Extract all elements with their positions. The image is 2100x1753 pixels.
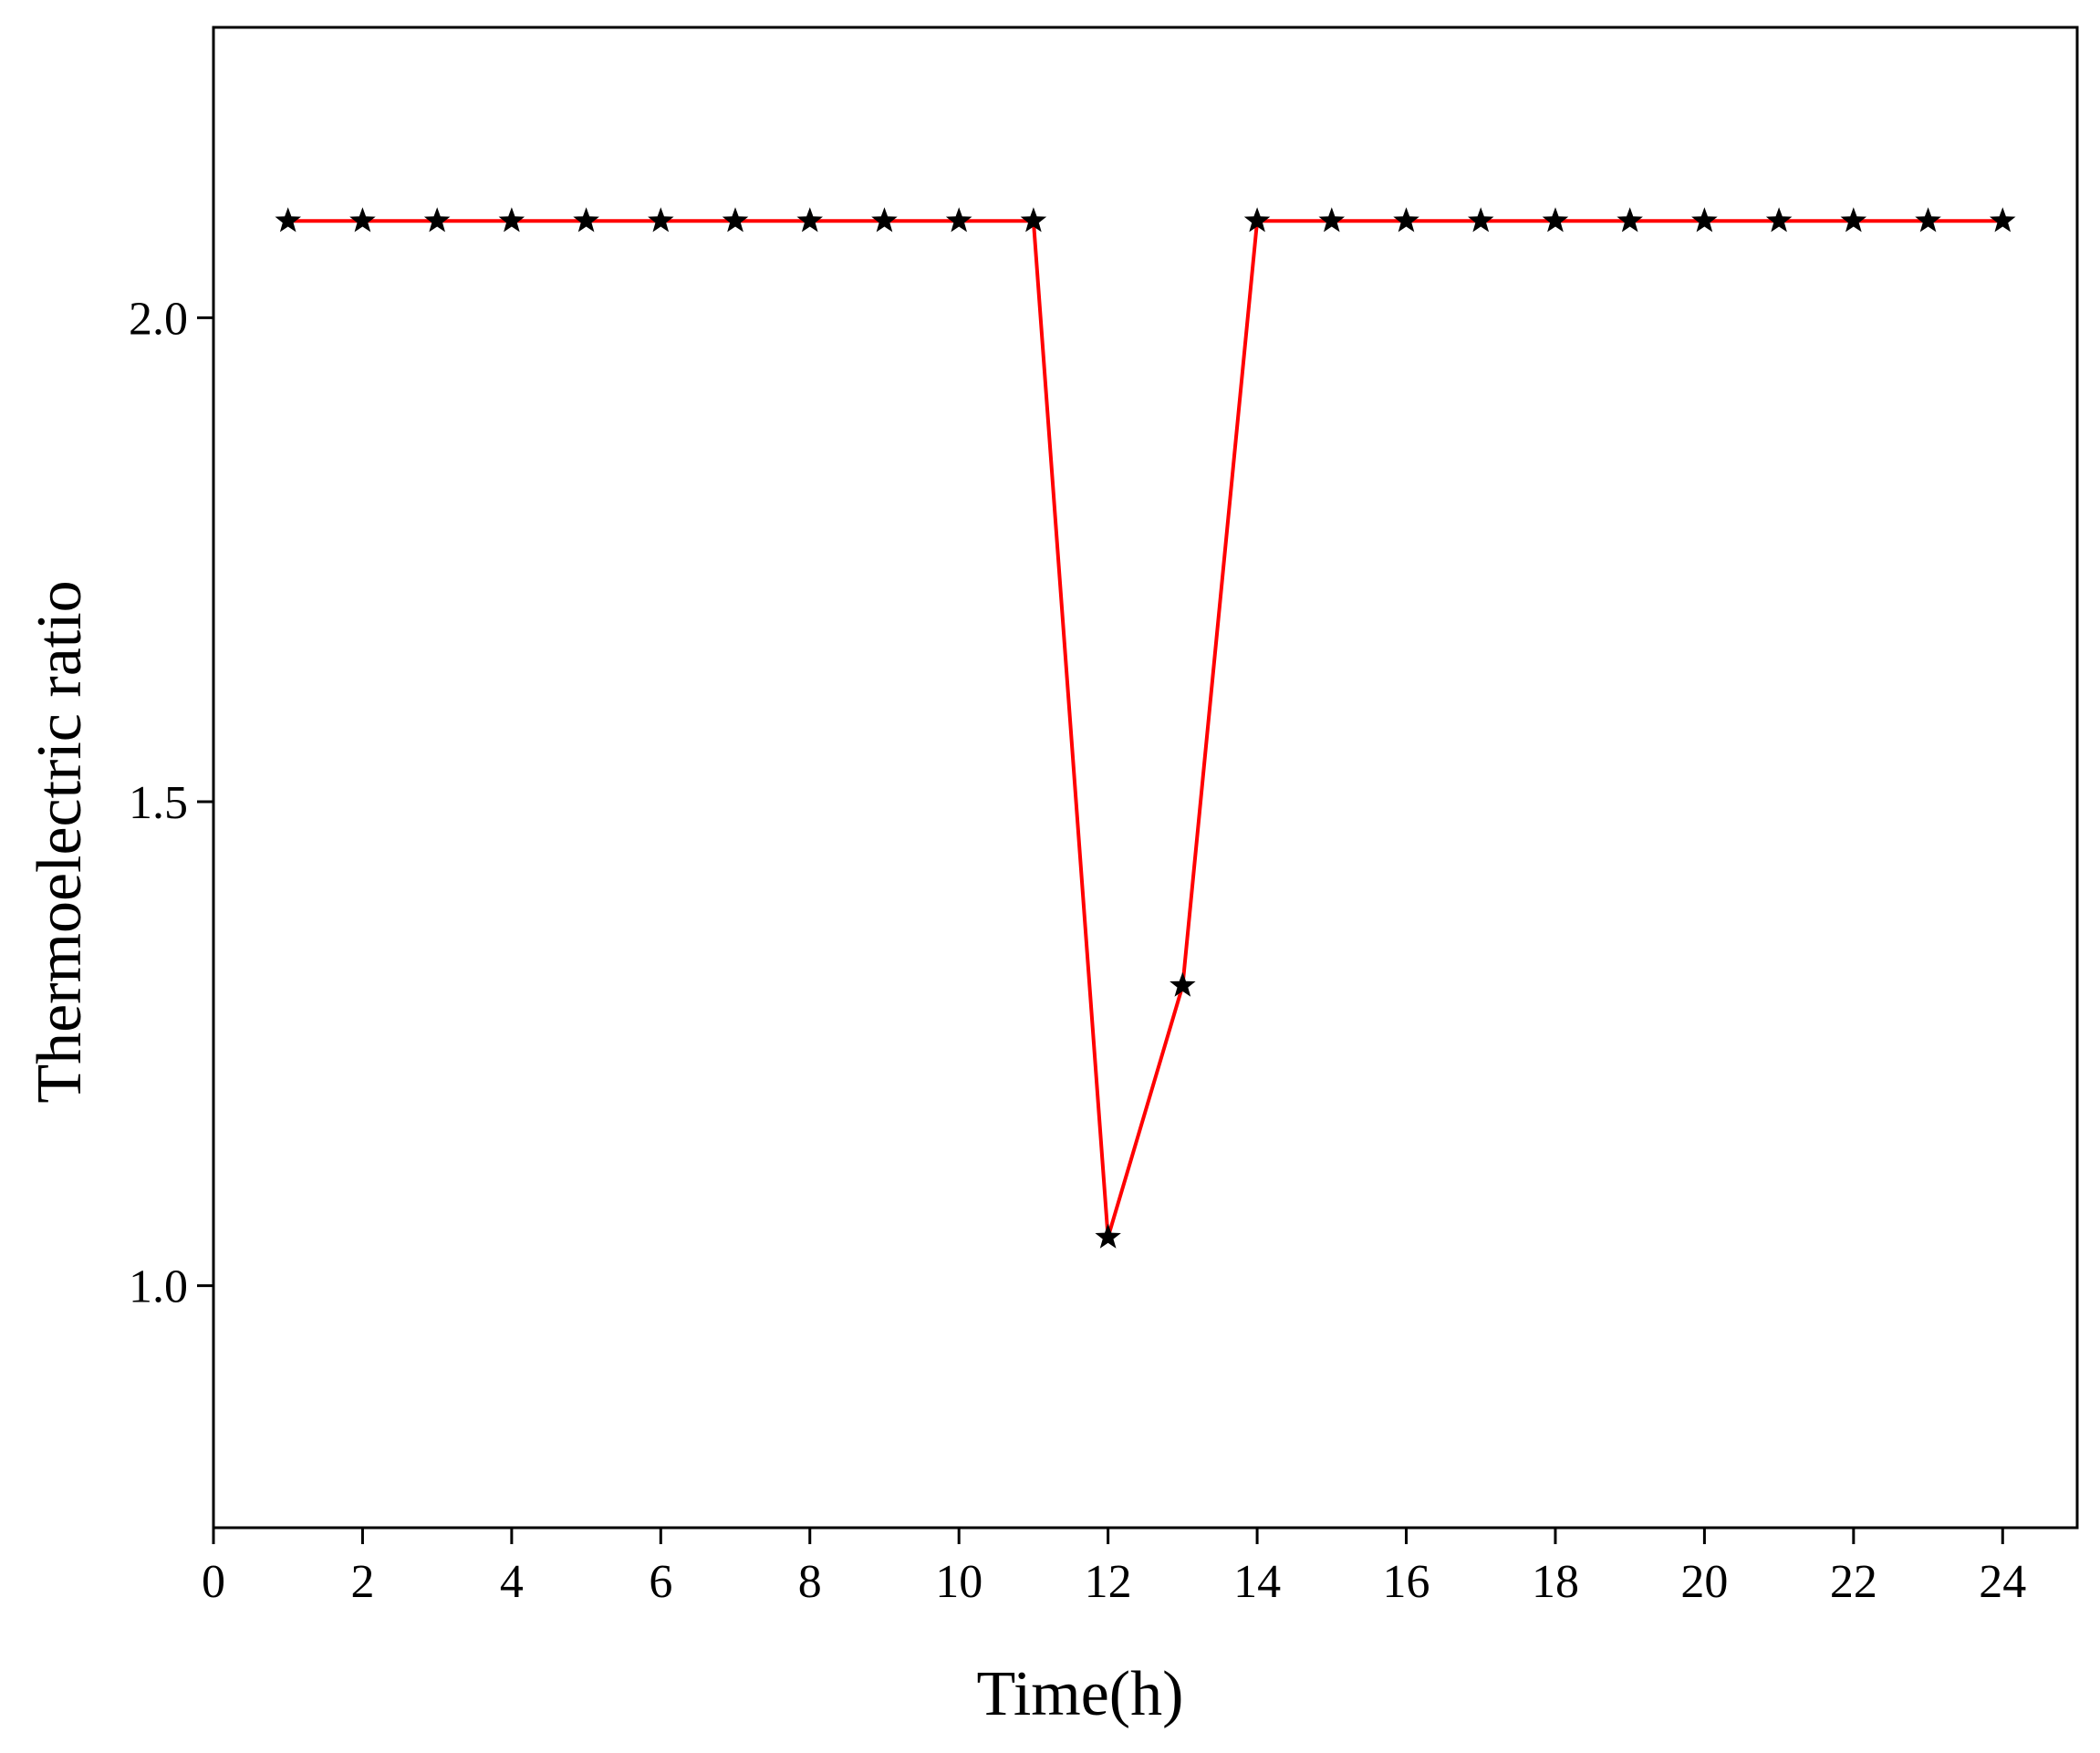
data-point-star bbox=[1095, 1223, 1121, 1249]
data-point-star bbox=[573, 207, 599, 233]
series-layer bbox=[275, 207, 2016, 1249]
x-tick-label: 4 bbox=[500, 1556, 524, 1608]
x-tick-label: 6 bbox=[649, 1556, 672, 1608]
x-tick-label: 12 bbox=[1085, 1556, 1132, 1608]
data-point-star bbox=[498, 207, 525, 233]
data-point-star bbox=[1915, 207, 1941, 233]
data-point-star bbox=[349, 207, 376, 233]
data-point-star bbox=[1243, 207, 1271, 233]
data-point-star bbox=[871, 207, 898, 233]
data-point-star bbox=[1318, 207, 1346, 233]
x-tick-label: 10 bbox=[935, 1556, 982, 1608]
data-point-star bbox=[1617, 207, 1643, 233]
data-point-star bbox=[1990, 207, 2016, 233]
x-tick-label: 8 bbox=[798, 1556, 822, 1608]
x-tick-label: 18 bbox=[1532, 1556, 1579, 1608]
plot-frame bbox=[212, 26, 2079, 1530]
x-tick-label: 16 bbox=[1383, 1556, 1430, 1608]
x-tick-label: 0 bbox=[202, 1556, 225, 1608]
x-tick-label: 14 bbox=[1233, 1556, 1281, 1608]
y-tick-label: 1.5 bbox=[129, 777, 188, 829]
y-tick-label: 2.0 bbox=[129, 293, 188, 345]
data-point-star bbox=[1020, 207, 1047, 233]
data-point-star bbox=[1691, 207, 1718, 233]
data-point-star bbox=[1542, 207, 1569, 233]
data-point-star bbox=[945, 207, 972, 233]
plot-area bbox=[212, 26, 2079, 1530]
y-tick-label: 1.0 bbox=[129, 1261, 188, 1313]
data-point-star bbox=[796, 207, 823, 233]
data-point-star bbox=[1393, 207, 1419, 233]
axis-ticks: 0 2 4 6 8 10 12 14 16 18 20 22 241.01.52.0 bbox=[129, 293, 2026, 1608]
x-tick-label: 24 bbox=[1979, 1556, 2026, 1608]
x-tick-label: 22 bbox=[1830, 1556, 1877, 1608]
x-tick-label: 20 bbox=[1680, 1556, 1728, 1608]
data-point-star bbox=[1170, 971, 1196, 997]
series-line bbox=[287, 219, 2003, 1240]
data-point-star bbox=[275, 207, 301, 233]
y-axis-label: Thermoelectric ratio bbox=[25, 580, 95, 1103]
data-point-star bbox=[648, 207, 674, 233]
data-point-star bbox=[722, 207, 749, 233]
x-tick-label: 2 bbox=[350, 1556, 374, 1608]
data-point-star bbox=[1765, 207, 1793, 233]
data-point-star bbox=[1840, 207, 1867, 233]
data-point-star bbox=[1468, 207, 1494, 233]
data-point-star bbox=[423, 207, 451, 233]
x-axis-label: Time(h) bbox=[977, 1659, 1184, 1729]
